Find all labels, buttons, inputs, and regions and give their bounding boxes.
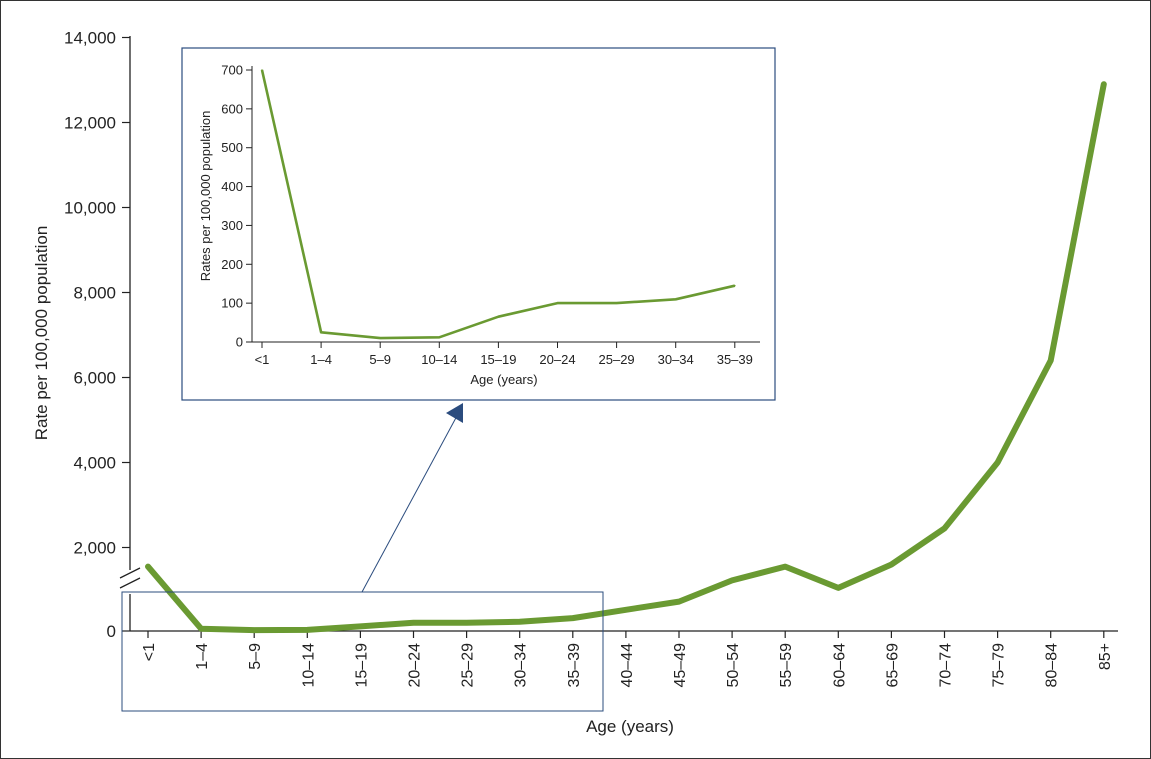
main-data-point [1102,83,1105,86]
main-x-tick-label: 40–44 [619,643,636,688]
axis-break-mark-top [119,567,141,579]
inset-data-point [438,336,441,339]
main-x-tick-label: <1 [141,643,158,661]
main-y-tick-label: 4,000 [73,454,116,473]
inset-data-point [674,298,677,301]
inset-x-tick-label: 15–19 [480,352,516,367]
inset-data-point [261,69,263,71]
axis-break-mark-bottom [119,577,141,589]
callout-arrowhead [446,403,463,423]
inset-y-tick-label: 700 [221,63,243,78]
inset-x-tick-label: 25–29 [599,352,635,367]
callout-arrow-line [361,413,459,593]
main-data-point [731,579,734,582]
main-data-point [465,621,468,624]
main-x-ticks: <1 1–4 5–9 10–14 15–19 20–24 25–29 30–34 35–39 40… [141,631,1114,688]
inset-x-tick-label: 30–34 [658,352,694,367]
main-data-point [943,527,946,530]
inset-y-tick-label: 0 [236,335,243,350]
inset-chart: 0 100 200 300 400 500 600 700 <1 1–4 5–9 10–14 15–1… [181,47,776,401]
main-x-tick-label: 5–9 [247,643,264,670]
main-x-tick-label: 45–49 [672,643,689,688]
inset-y-tick-label: 300 [221,218,243,233]
inset-y-tick-label: 600 [221,101,243,116]
inset-data-points [261,69,736,339]
main-data-point [412,621,415,624]
inset-y-tick-label: 100 [221,296,243,311]
main-data-point [147,565,149,568]
main-y-tick-label: 8,000 [73,284,116,303]
main-x-tick-label: 25–29 [460,643,477,688]
main-data-point [571,617,574,620]
inset-data-point [615,302,618,304]
main-x-tick-label: 20–24 [407,643,424,688]
main-data-point [837,586,840,589]
main-chart: 02,0004,0006,0008,00010,00012,00014,000 … [32,29,1118,736]
main-data-point [359,625,362,628]
main-x-tick-label: 35–39 [566,643,583,688]
main-y-tick-label: 0 [107,622,116,641]
main-y-ticks: 0 2,000 4,000 6,000 8,000 10,000 12,000 14,000 [64,29,130,641]
inset-y-tick-label: 400 [221,179,243,194]
inset-frame [181,47,776,401]
main-x-tick-label: 30–34 [513,643,530,688]
main-y-tick-label: 10,000 [64,199,116,218]
main-x-tick-label: 70–74 [938,643,955,688]
main-y-tick-label: 14,000 [64,29,116,48]
main-y-tick-label: 12,000 [64,114,116,133]
inset-y-ticks: 0 100 200 300 400 500 600 700 [221,63,252,350]
main-data-point [678,600,680,603]
main-x-tick-label: 75–79 [991,643,1008,688]
inset-data-point [379,337,382,339]
inset-data-point [734,284,736,287]
main-data-point [253,629,256,632]
inset-x-axis-label: Age (years) [470,372,537,387]
inset-x-tick-label: 5–9 [369,352,391,367]
main-x-tick-label: 50–54 [725,643,742,688]
inset-x-tick-label: 10–14 [421,352,457,367]
main-data-point [1049,359,1052,362]
inset-x-ticks: <1 1–4 5–9 10–14 15–19 20–24 25–29 30–34 35–39 [255,342,753,367]
main-data-points [147,83,1105,632]
inset-y-tick-label: 500 [221,140,243,155]
inset-x-tick-label: 35–39 [717,352,753,367]
main-y-tick-label: 6,000 [73,369,116,388]
main-data-point [200,627,203,630]
main-x-tick-label: 10–14 [300,643,317,688]
main-x-tick-label: 1–4 [194,643,211,670]
inset-data-point [320,331,322,334]
main-data-point [306,628,309,631]
main-y-tick-label: 2,000 [73,539,116,558]
main-x-tick-label: 60–64 [831,643,848,688]
main-data-point [996,461,999,464]
main-data-point [890,563,893,566]
main-x-tick-label: 80–84 [1044,643,1061,688]
inset-x-tick-label: 20–24 [539,352,575,367]
inset-data-point [556,302,559,304]
main-x-tick-label: 65–69 [884,643,901,688]
inset-x-tick-label: 1–4 [310,352,332,367]
inset-data-point [497,315,500,318]
main-x-tick-label: 85+ [1097,643,1114,670]
main-x-tick-label: 15–19 [353,643,370,688]
inset-y-axis-label: Rates per 100,000 population [198,111,213,282]
main-x-axis-label: Age (years) [586,717,674,736]
main-data-point [784,565,787,568]
main-y-axis-label: Rate per 100,000 population [32,226,51,441]
main-data-point [624,608,627,611]
main-data-point [518,620,521,623]
main-x-tick-label: 55–59 [778,643,795,688]
inset-x-tick-label: <1 [255,352,270,367]
inset-y-tick-label: 200 [221,257,243,272]
